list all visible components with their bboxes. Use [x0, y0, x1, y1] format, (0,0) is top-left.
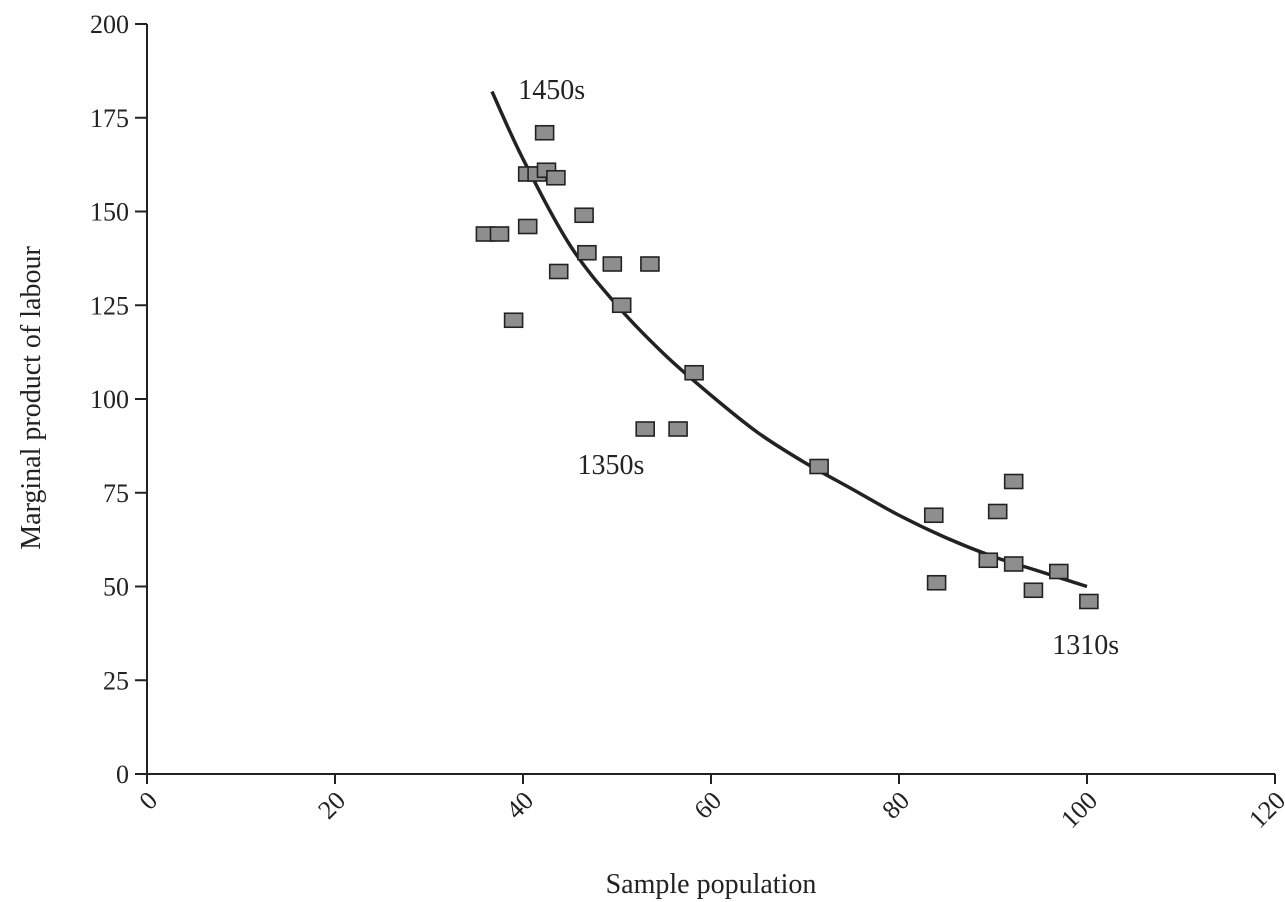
data-point [640, 256, 660, 272]
y-tick-label: 200 [90, 10, 129, 39]
data-point [809, 458, 829, 475]
y-axis-ticks: 0 25 50 75 100 125 150 175 200 [90, 10, 147, 789]
data-point [1003, 473, 1024, 490]
y-tick-label: 100 [90, 385, 129, 414]
data-point [489, 226, 510, 242]
x-tick-label: 120 [1243, 786, 1285, 834]
data-point [1049, 563, 1069, 580]
y-tick-label: 150 [90, 198, 129, 227]
data-point [611, 297, 632, 314]
x-axis-ticks: 0 20 40 60 80 100 120 [134, 774, 1285, 834]
data-point [577, 244, 597, 261]
annotations: 1450s 1350s 1310s [518, 75, 1119, 661]
x-tick-label: 20 [312, 786, 351, 825]
y-tick-label: 75 [103, 479, 129, 508]
y-tick-label: 50 [103, 573, 129, 602]
x-tick-label: 40 [500, 786, 539, 825]
annotation-label: 1310s [1052, 630, 1119, 661]
y-tick-label: 25 [103, 666, 129, 695]
data-point [574, 207, 594, 224]
y-axis-title: Marginal product of labour [16, 246, 47, 550]
data-point [1023, 582, 1044, 599]
y-tick-label: 0 [116, 760, 129, 789]
data-point [517, 218, 538, 235]
data-point [987, 503, 1008, 520]
data-points [475, 124, 1099, 610]
data-point [534, 124, 555, 141]
x-tick-label: 80 [876, 786, 915, 825]
data-point [548, 263, 569, 280]
x-axis-title: Sample population [606, 869, 817, 900]
data-point [684, 364, 704, 381]
data-point [1003, 556, 1024, 572]
data-point [546, 169, 566, 186]
x-tick-label: 0 [134, 786, 164, 816]
data-point [503, 312, 524, 329]
data-point [1079, 593, 1099, 610]
data-point [926, 574, 947, 591]
data-point [668, 421, 688, 437]
y-tick-label: 175 [90, 104, 129, 133]
x-tick-label: 60 [688, 786, 727, 825]
annotation-label: 1350s [578, 450, 645, 481]
x-tick-label: 100 [1055, 786, 1103, 834]
data-point [923, 507, 944, 524]
axes [146, 24, 1275, 775]
data-point [978, 552, 999, 569]
data-point [635, 421, 656, 437]
data-point [602, 256, 623, 272]
y-tick-label: 125 [90, 291, 129, 320]
annotation-label: 1450s [518, 75, 585, 106]
